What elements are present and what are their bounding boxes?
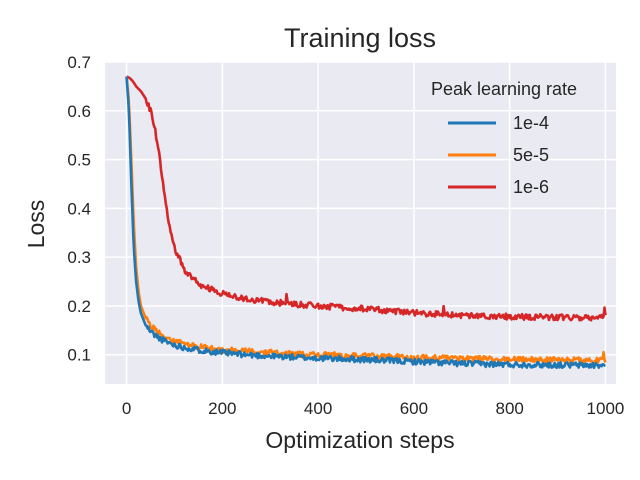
legend-item-1e-4: 1e-4 [448,113,549,133]
y-tick-label: 0.5 [67,151,91,170]
x-tick-label: 400 [304,399,332,418]
series-line-1e-4 [125,76,606,370]
legend-label-1e-4: 1e-4 [513,113,549,133]
legend-item-1e-6: 1e-6 [448,177,549,197]
x-tick-label: 1000 [587,399,625,418]
y-tick-label: 0.2 [67,297,91,316]
legend-label-5e-5: 5e-5 [513,145,549,165]
x-tick-label: 0 [122,399,131,418]
y-tick-label: 0.6 [67,102,91,121]
grid [105,61,616,384]
y-axis-label: Loss [23,200,49,249]
legend-title: Peak learning rate [431,79,577,99]
y-tick-labels: 0.1 0.2 0.3 0.4 0.5 0.6 0.7 [67,53,91,365]
y-tick-label: 0.1 [67,346,91,365]
series-lines [125,75,607,370]
y-tick-label: 0.4 [67,199,91,218]
legend-item-5e-5: 5e-5 [448,145,549,165]
x-tick-labels: 0 200 400 600 800 1000 [122,399,625,418]
chart-title: Training loss [284,23,436,53]
legend-label-1e-6: 1e-6 [513,177,549,197]
plot-area [105,62,616,384]
series-line-5e-5 [125,76,607,365]
y-tick-label: 0.7 [67,53,91,72]
y-tick-label: 0.3 [67,248,91,267]
legend: Peak learning rate 1e-4 5e-5 1e-6 [431,79,577,197]
x-tick-label: 600 [400,399,428,418]
series-line-1e-6 [126,75,607,322]
x-axis-label: Optimization steps [265,427,454,453]
x-tick-label: 200 [208,399,236,418]
x-tick-label: 800 [495,399,523,418]
